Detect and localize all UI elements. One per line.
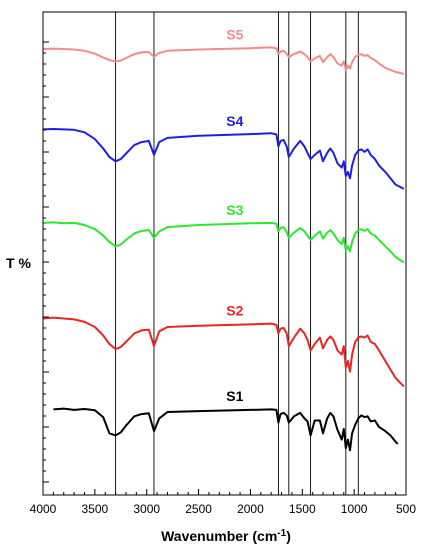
series-label-s2: S2: [226, 303, 243, 319]
series-line-s5: [42, 46, 405, 76]
series-line-s2: [42, 316, 405, 388]
series-layer: [42, 46, 405, 452]
plot-area: [43, 12, 406, 495]
x-tick-label: 500: [396, 502, 416, 516]
series-line-s1: [53, 407, 399, 452]
series-line-s3: [42, 221, 405, 264]
series-label-s5: S5: [226, 26, 243, 42]
x-tick-label: 1000: [341, 502, 368, 516]
plot-frame: [42, 11, 407, 496]
x-tick-label: 3000: [133, 502, 160, 516]
reference-lines: [115, 12, 359, 495]
axes: 4000 3500 3000 2500 2000 1500 1000 500: [30, 11, 416, 516]
x-tick-label: 2500: [185, 502, 212, 516]
x-tick-label: 2000: [237, 502, 264, 516]
x-tick-label: 4000: [30, 502, 57, 516]
x-tick-label: 1500: [289, 502, 316, 516]
series-labels: S1 S2 S3 S4 S5: [226, 26, 243, 404]
series-label-s1: S1: [226, 388, 243, 404]
x-tick-label: 3500: [82, 502, 109, 516]
y-axis-title: T %: [6, 255, 31, 271]
series-label-s3: S3: [226, 202, 243, 218]
plot-background: [43, 12, 406, 495]
series-line-s4: [42, 128, 405, 190]
x-axis-title: Wavenumber (cm-1): [161, 528, 291, 544]
series-label-s4: S4: [226, 113, 243, 129]
